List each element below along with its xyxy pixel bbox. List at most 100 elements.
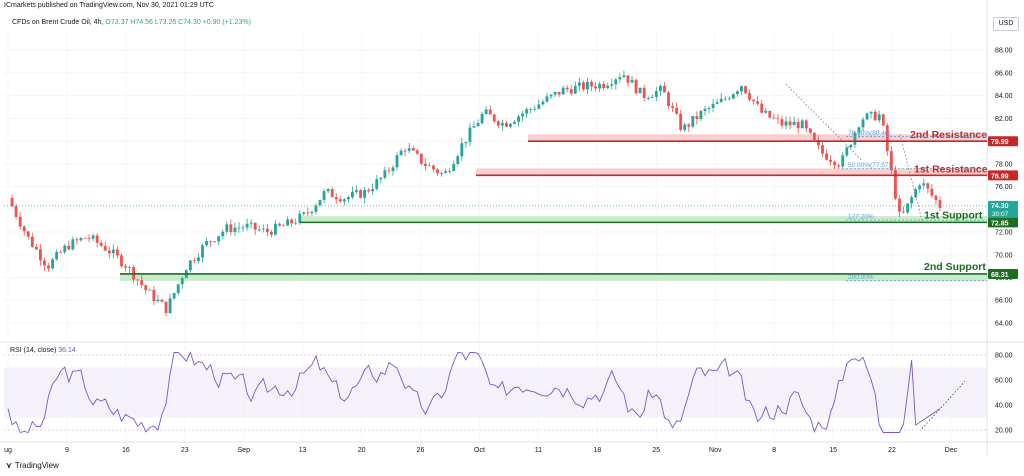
resistance-zone xyxy=(528,134,987,142)
price-tick-label: 82.00 xyxy=(995,116,1013,123)
price-tick-label: 70.00 xyxy=(995,252,1013,259)
candle-body xyxy=(788,121,792,126)
candle-body xyxy=(334,197,338,200)
candle-body xyxy=(517,116,520,122)
candle-body xyxy=(577,82,581,86)
candle-body xyxy=(638,87,642,94)
candle-body xyxy=(691,116,695,127)
candle-body xyxy=(525,109,529,114)
candle-body xyxy=(472,126,476,128)
time-tick-label: Dec xyxy=(945,447,958,454)
candle-body xyxy=(95,235,99,243)
fib-label: 50.00%(77.57) xyxy=(848,162,891,169)
candle-body xyxy=(776,118,780,120)
candle-body xyxy=(663,85,666,93)
time-tick-label: 22 xyxy=(888,447,896,454)
fib-label: 200.00% xyxy=(848,274,874,281)
candle-body xyxy=(488,109,492,115)
level-price-tag xyxy=(988,268,1018,279)
candle-body xyxy=(533,108,537,110)
candle-body xyxy=(646,97,650,99)
rsi-pane: 80.00 60.00 40.00 20.00 xyxy=(4,351,1013,435)
candle-body xyxy=(683,124,687,130)
price-tick-label: 66.00 xyxy=(995,298,1013,305)
candle-body xyxy=(99,242,103,246)
candle-body xyxy=(83,237,87,239)
candle-body xyxy=(294,222,298,224)
candle-body xyxy=(748,93,751,100)
candle-body xyxy=(772,117,776,119)
candle-body xyxy=(821,145,824,154)
price-axis[interactable]: 88.0086.0084.0082.0080.0078.0076.0074.00… xyxy=(988,48,1018,328)
candle-body xyxy=(71,239,75,250)
candle-body xyxy=(687,124,691,127)
rsi-line xyxy=(7,351,941,434)
candle-body xyxy=(914,189,918,198)
candle-body xyxy=(205,240,208,246)
candle-body xyxy=(504,122,508,127)
time-tick-label: 23 xyxy=(181,447,189,454)
candle-body xyxy=(403,150,407,152)
candle-body xyxy=(387,170,391,172)
level-price-tag xyxy=(988,136,1018,147)
candle-body xyxy=(492,114,496,122)
candle-body xyxy=(43,260,46,266)
candle-body xyxy=(330,188,334,198)
candle-body xyxy=(829,159,833,162)
candle-body xyxy=(598,83,602,89)
candle-body xyxy=(561,87,565,95)
candle-body xyxy=(480,113,484,124)
candle-body xyxy=(594,86,597,89)
candle-body xyxy=(176,284,180,294)
candle-body xyxy=(351,191,354,198)
time-axis[interactable]: ug 9 16 23 Sep 13 20 26 Oct 11 18 25 Nov 8 15 22 Dec xyxy=(4,447,958,454)
rsi-legend: RSI (14, close) 36.14 xyxy=(10,347,76,354)
candle-body xyxy=(67,245,71,250)
price-tick-label: 84.00 xyxy=(995,93,1013,100)
price-tick-label: 88.00 xyxy=(995,48,1013,55)
candle-body xyxy=(930,188,934,196)
level-price-label: 68.31 xyxy=(991,272,1009,279)
currency-button[interactable]: USD xyxy=(993,17,1019,31)
candle-body xyxy=(841,155,845,167)
candle-body xyxy=(679,113,683,130)
candle-body xyxy=(873,111,877,121)
candle-body xyxy=(586,81,589,90)
price-tick-label: 76.00 xyxy=(995,184,1013,191)
candle-body xyxy=(865,113,869,120)
candle-body xyxy=(310,211,314,214)
candle-body xyxy=(395,155,399,168)
candle-body xyxy=(740,86,743,92)
publisher-line: ICmarkets published on TradingView.com, … xyxy=(4,2,214,9)
candle-body xyxy=(124,266,127,268)
candle-body xyxy=(541,101,545,105)
last-price-label: 74.30 xyxy=(991,203,1009,210)
candle-body xyxy=(148,289,152,291)
candle-body xyxy=(784,121,788,126)
price-tick-label: 64.00 xyxy=(995,320,1013,327)
candle-body xyxy=(569,89,573,94)
candle-body xyxy=(14,206,18,217)
candle-body xyxy=(464,141,468,144)
candle-body xyxy=(128,266,131,268)
candle-body xyxy=(667,92,670,107)
candle-body xyxy=(590,81,593,87)
candle-body xyxy=(55,251,59,260)
candle-body xyxy=(837,165,841,167)
candle-body xyxy=(731,94,735,99)
candle-body xyxy=(188,260,192,271)
candle-body xyxy=(26,231,30,237)
candle-body xyxy=(346,197,350,200)
resistance-zone xyxy=(476,168,987,176)
time-tick-label: 8 xyxy=(772,447,776,454)
candle-body xyxy=(553,92,557,95)
candle-body xyxy=(399,150,403,156)
level-price-label: 76.99 xyxy=(991,173,1009,180)
candle-body xyxy=(342,199,346,202)
rsi-tick-label: 40.00 xyxy=(995,403,1013,410)
candle-body xyxy=(642,87,646,98)
level-price-label: 79.99 xyxy=(991,139,1009,146)
candle-body xyxy=(432,165,435,170)
time-tick-label: 13 xyxy=(299,447,307,454)
